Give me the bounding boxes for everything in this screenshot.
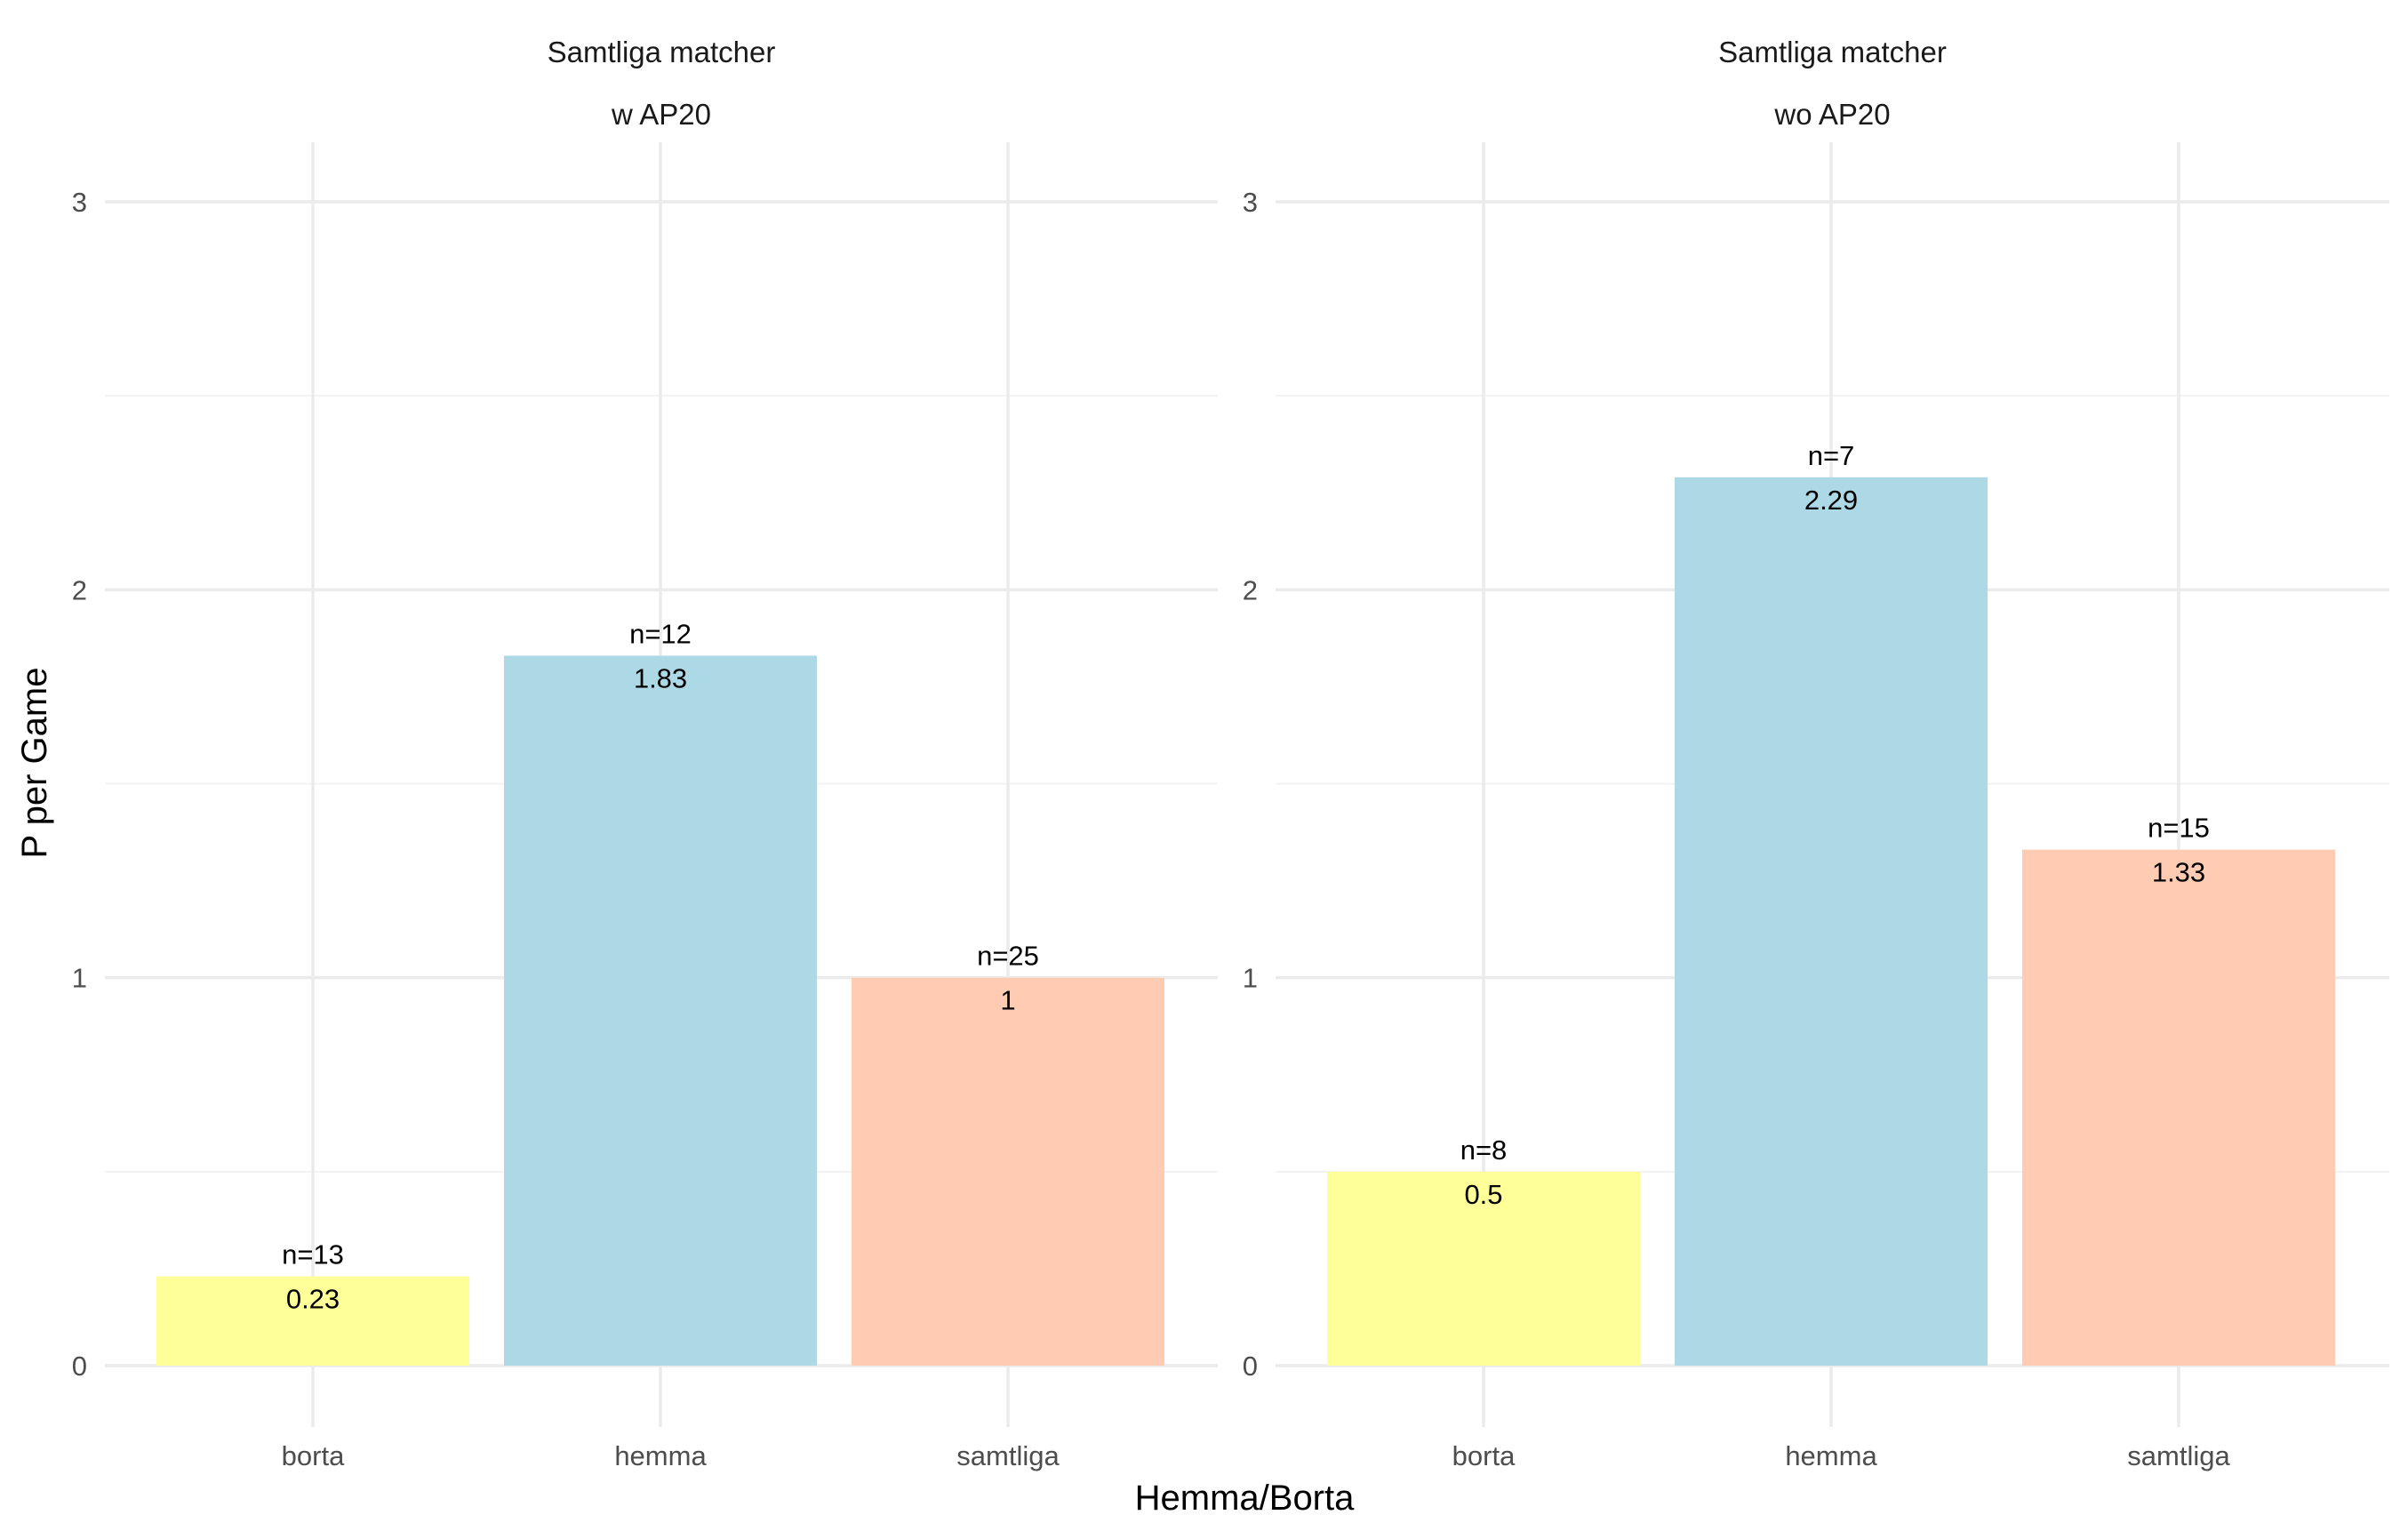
- facet-strip-subtitle: w AP20: [611, 98, 711, 131]
- bar-count-label: n=12: [629, 619, 692, 650]
- bar-hemma: [1675, 477, 1988, 1366]
- x-tick-label: hemma: [614, 1440, 707, 1471]
- bar-borta: [1327, 1171, 1640, 1366]
- y-axis-title: P per Game: [15, 668, 54, 859]
- bar-samtliga: [2022, 849, 2335, 1366]
- bar-count-label: n=13: [282, 1239, 344, 1270]
- bar-value-label: 2.29: [1804, 485, 1858, 516]
- facet-strip-title: Samtliga matcher: [548, 36, 776, 68]
- bar-count-label: n=15: [2148, 813, 2210, 844]
- x-tick-label: samtliga: [956, 1440, 1060, 1471]
- bar-count-label: n=8: [1460, 1134, 1508, 1166]
- bar-value-label: 1.83: [634, 663, 687, 694]
- bar-value-label: 1.33: [2152, 857, 2205, 888]
- x-tick-label: samtliga: [2127, 1440, 2230, 1471]
- x-tick-label: borta: [1452, 1440, 1516, 1471]
- facet-strip-subtitle: wo AP20: [1773, 98, 1890, 131]
- y-tick-label: 2: [72, 574, 87, 605]
- x-tick-label: hemma: [1785, 1440, 1877, 1471]
- y-tick-label: 3: [72, 187, 87, 218]
- y-tick-label: 3: [1243, 187, 1258, 218]
- bar-value-label: 0.5: [1464, 1179, 1502, 1210]
- bar-hemma: [504, 655, 817, 1366]
- y-tick-label: 2: [1243, 574, 1258, 605]
- y-tick-label: 1: [72, 963, 87, 994]
- y-tick-label: 1: [1243, 963, 1258, 994]
- bar-samtliga: [852, 977, 1164, 1366]
- y-tick-label: 0: [72, 1351, 87, 1382]
- facet-strip-title: Samtliga matcher: [1718, 36, 1947, 68]
- y-tick-label: 0: [1243, 1351, 1258, 1382]
- bar-borta: [156, 1276, 469, 1366]
- x-axis-title: Hemma/Borta: [1135, 1479, 1355, 1518]
- bar-value-label: 0.23: [286, 1284, 340, 1315]
- x-tick-label: borta: [282, 1440, 345, 1471]
- bar-count-label: n=7: [1808, 440, 1855, 471]
- bar-count-label: n=25: [977, 941, 1039, 972]
- bar-value-label: 1: [1000, 985, 1015, 1016]
